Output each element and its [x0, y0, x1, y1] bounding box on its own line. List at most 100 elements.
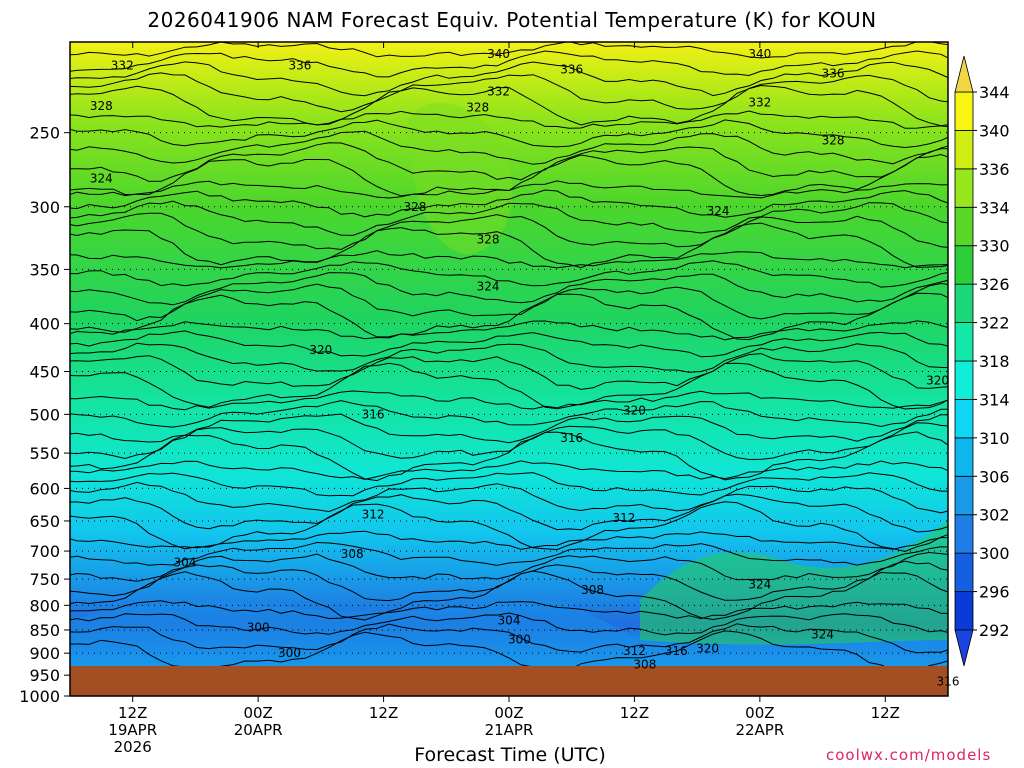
colorbar-segment-10 — [954, 206, 974, 247]
colorbar-label-296: 296 — [979, 583, 1010, 602]
y-tick-label-750: 750 — [29, 570, 60, 589]
grid-lines — [70, 132, 948, 676]
colorbar-label-306: 306 — [979, 467, 1010, 486]
colorbar-segment-2 — [954, 514, 974, 554]
colorbar-segment-3 — [954, 475, 974, 516]
y-tick-label-400: 400 — [29, 315, 60, 334]
contour-label-20: 316 — [560, 431, 583, 445]
contour-line-21 — [70, 330, 948, 358]
contour-line-39 — [70, 570, 948, 621]
contour-label-3: 336 — [560, 62, 583, 76]
contour-line-33 — [70, 493, 948, 533]
colorbar-label-326: 326 — [979, 275, 1010, 294]
contour-label-9: 332 — [748, 95, 771, 109]
contour-line-35 — [70, 530, 948, 550]
contour-label-0: 332 — [111, 59, 134, 73]
colorbar-label-302: 302 — [979, 506, 1010, 525]
y-tick-label-300: 300 — [29, 198, 60, 217]
y-tick-label-350: 350 — [29, 260, 60, 279]
x-axis-label: Forecast Time (UTC) — [414, 744, 606, 766]
contour-label-29: 300 — [508, 632, 531, 646]
contour-line-23 — [70, 353, 948, 390]
y-tick-label-500: 500 — [29, 405, 60, 424]
contour-line-24 — [70, 362, 948, 410]
x-tick-label-3-0: 00Z — [494, 704, 523, 722]
contour-lines — [70, 42, 948, 673]
x-tick-label-6-0: 12Z — [871, 704, 900, 722]
contour-label-33: 320 — [696, 642, 719, 656]
colorbar-label-314: 314 — [979, 390, 1010, 409]
warm-sector-region — [640, 520, 948, 645]
contour-label-31: 308 — [633, 657, 656, 671]
colorbar-segment-8 — [954, 283, 974, 323]
y-tick-label-950: 950 — [29, 666, 60, 685]
colorbar-label-292: 292 — [979, 621, 1010, 640]
contour-label-24: 308 — [581, 583, 604, 597]
colorbar-label-334: 334 — [979, 198, 1010, 217]
colorbar-segment-1 — [954, 552, 974, 592]
colorbar-segment-12 — [954, 130, 974, 170]
contour-label-32: 316 — [665, 644, 688, 658]
contour-line-3 — [70, 72, 948, 113]
colorbar-label-318: 318 — [979, 352, 1010, 371]
contour-line-28 — [70, 422, 948, 461]
y-tick-label-650: 650 — [29, 512, 60, 531]
contour-line-31 — [70, 472, 948, 497]
colorbar-segment-7 — [954, 322, 974, 362]
contour-label-6: 336 — [822, 66, 845, 80]
ground-surface — [70, 666, 948, 696]
x-tick-label-1-0: 00Z — [243, 704, 272, 722]
y-tick-label-850: 850 — [29, 621, 60, 640]
contour-line-7 — [70, 130, 948, 165]
contour-line-1 — [70, 50, 948, 78]
colorbar-label-330: 330 — [979, 237, 1010, 256]
contour-label-23: 308 — [341, 547, 364, 561]
contour-line-42 — [70, 623, 948, 654]
contour-line-0 — [70, 42, 948, 59]
contour-label-2: 340 — [487, 47, 510, 61]
y-tick-label-250: 250 — [29, 124, 60, 143]
contour-line-18 — [70, 282, 948, 322]
contour-line-41 — [70, 612, 948, 636]
x-tick-label-2-0: 12Z — [369, 704, 398, 722]
contour-line-40 — [70, 600, 948, 620]
contour-line-37 — [70, 551, 948, 582]
contour-label-7: 328 — [90, 99, 113, 113]
y-tick-label-550: 550 — [29, 444, 60, 463]
colorbar-label-336: 336 — [979, 160, 1010, 179]
contour-line-6 — [70, 119, 948, 149]
colorbar-label-322: 322 — [979, 314, 1010, 333]
colorbar-segment-5 — [954, 399, 974, 439]
contour-label-12: 328 — [403, 200, 426, 214]
contour-line-38 — [70, 560, 948, 602]
y-tick-label-800: 800 — [29, 596, 60, 615]
contour-line-36 — [70, 541, 948, 566]
y-axis-ticks: 250 300 350 400 450 500 550 600 650 700 750 800 850 9… — [19, 124, 70, 706]
colorbar-label-310: 310 — [979, 429, 1010, 448]
y-tick-label-1000: 1000 — [19, 687, 60, 706]
contour-label-19: 316 — [362, 407, 385, 421]
x-tick-label-5-1: 22APR — [735, 721, 784, 739]
contour-line-14 — [70, 222, 948, 269]
colorbar-bottom-arrow — [954, 629, 974, 667]
contour-label-11: 324 — [90, 172, 113, 186]
contour-label-27: 300 — [247, 621, 270, 635]
colorbar: 292 296 300 302 306 310 314 318 322 326 330 334 336 3… — [954, 55, 1010, 667]
colorbar-segment-11 — [954, 168, 974, 208]
credit-text: coolwx.com/models — [826, 746, 992, 764]
contour-line-2 — [70, 61, 948, 97]
chart-title: 2026041906 NAM Forecast Equiv. Potential… — [147, 8, 877, 32]
contour-line-5 — [70, 110, 948, 129]
colorbar-label-300: 300 — [979, 544, 1010, 563]
contour-line-20 — [70, 320, 948, 341]
contour-label-8: 328 — [466, 101, 489, 115]
contour-label-22: 312 — [613, 511, 636, 525]
contour-label-5: 340 — [748, 47, 771, 61]
contour-line-34 — [70, 501, 948, 553]
contour-line-10 — [70, 180, 948, 199]
x-tick-label-0-1: 19APR — [108, 721, 157, 739]
contour-labels: 332 336 340 336 332 340 336 328 328 332 328 324 328 3… — [90, 47, 960, 689]
colorbar-top-arrow — [954, 55, 974, 93]
